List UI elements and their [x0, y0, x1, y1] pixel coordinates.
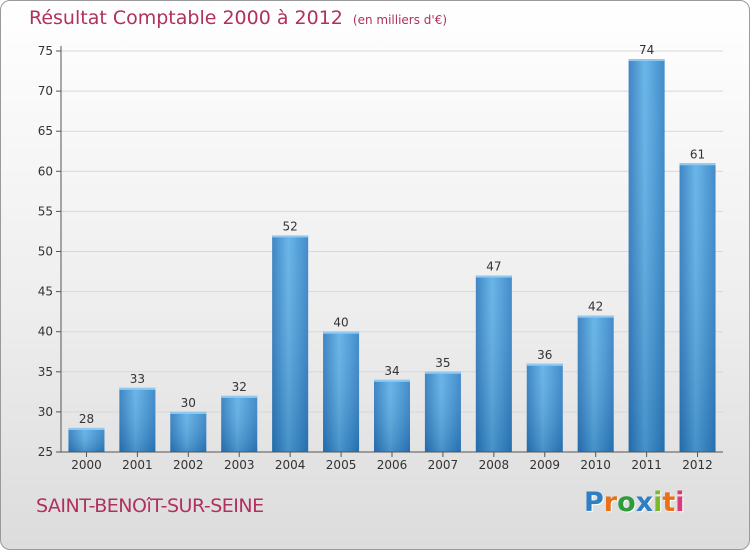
bar-top-highlight — [424, 371, 461, 374]
x-tick-label: 2004 — [275, 458, 306, 472]
y-tick-label: 50 — [38, 245, 53, 259]
bar-shade — [577, 315, 614, 452]
logo-letter: x — [635, 487, 654, 518]
grid-lines — [61, 50, 723, 413]
bar — [424, 371, 461, 452]
x-tick-label: 2003 — [224, 458, 255, 472]
y-tick-label: 35 — [38, 365, 53, 379]
bar — [170, 411, 207, 452]
logo-letter: i — [675, 487, 685, 518]
bar-value-label: 33 — [130, 372, 145, 386]
x-tick-label: 2006 — [377, 458, 408, 472]
x-tick-label: 2011 — [631, 458, 662, 472]
logo-letter: P — [584, 487, 604, 518]
x-tick-label: 2007 — [428, 458, 459, 472]
y-tick-label: 45 — [38, 285, 53, 299]
y-tick-label: 65 — [38, 124, 53, 138]
bar-shade — [475, 275, 512, 452]
bar-value-label: 40 — [333, 316, 348, 330]
y-tick-label: 55 — [38, 204, 53, 218]
bar — [221, 395, 258, 452]
bar-top-highlight — [119, 387, 156, 390]
logo-letter: t — [662, 487, 676, 518]
bar-top-highlight — [272, 235, 309, 238]
bar-value-label: 52 — [283, 219, 298, 233]
x-tick-label: 2009 — [529, 458, 560, 472]
bar-shade — [679, 163, 716, 452]
bar-value-label: 30 — [181, 396, 196, 410]
logo-letter: o — [617, 487, 636, 518]
bar — [628, 59, 665, 453]
bar-shade — [170, 411, 207, 452]
bar-value-label: 47 — [486, 260, 501, 274]
bar-value-label: 35 — [435, 356, 450, 370]
chart-subtitle: (en milliers d'€) — [352, 13, 448, 27]
bar-shade — [323, 331, 360, 452]
bar-top-highlight — [170, 411, 207, 414]
bar-shade — [221, 395, 258, 452]
y-tick-label: 25 — [38, 445, 53, 459]
y-tick-label: 60 — [38, 164, 53, 178]
bar-top-highlight — [526, 363, 563, 366]
bar-shade — [526, 363, 563, 452]
bar — [577, 315, 614, 452]
logo-letter: r — [603, 487, 618, 518]
bar-top-highlight — [323, 331, 360, 334]
bar — [272, 235, 309, 452]
bar — [374, 379, 410, 452]
logo-letter: i — [653, 487, 663, 518]
bar-value-label: 61 — [690, 147, 705, 161]
bar — [323, 331, 360, 452]
bar — [119, 387, 156, 452]
bar-shade — [628, 59, 665, 453]
bar-top-highlight — [68, 427, 105, 430]
bar-shade — [68, 427, 105, 452]
bar-top-highlight — [221, 395, 258, 398]
bar — [68, 427, 105, 452]
chart-title: Résultat Comptable 2000 à 2012 (en millie… — [29, 7, 447, 29]
bar-value-label: 36 — [537, 348, 552, 362]
bar-shade — [119, 387, 156, 452]
x-tick-label: 2008 — [479, 458, 510, 472]
bar-shade — [424, 371, 461, 452]
proxiti-logo[interactable]: Proxiti — [584, 487, 685, 518]
bar-shade — [272, 235, 309, 452]
x-tick-label: 2005 — [326, 458, 357, 472]
bar-shade — [374, 379, 410, 452]
bars — [68, 59, 716, 453]
x-tick-label: 2010 — [580, 458, 611, 472]
bar-value-label: 74 — [639, 43, 654, 57]
bar-value-label: 32 — [232, 380, 247, 394]
y-tick-label: 75 — [38, 44, 53, 58]
bar-value-label: 42 — [588, 300, 603, 314]
x-tick-label: 2012 — [682, 458, 713, 472]
bar-top-highlight — [475, 275, 512, 278]
y-tick-label: 30 — [38, 405, 53, 419]
labels: 25 30 35 40 45 50 55 60 65 70 75 28 2000 33 2001 30 2002… — [38, 43, 713, 472]
x-tick-label: 2002 — [173, 458, 204, 472]
bar — [679, 163, 716, 452]
axes — [56, 46, 723, 457]
bar-value-label: 34 — [384, 364, 399, 378]
bar — [526, 363, 563, 452]
bar — [475, 275, 512, 452]
bar-top-highlight — [577, 315, 614, 318]
place-name: SAINT-BENOîT-SUR-SEINE — [36, 495, 264, 517]
bar-top-highlight — [679, 163, 716, 166]
bar-top-highlight — [374, 379, 410, 382]
bar-value-label: 28 — [79, 412, 94, 426]
x-tick-label: 2000 — [71, 458, 102, 472]
y-tick-label: 70 — [38, 84, 53, 98]
y-tick-label: 40 — [38, 325, 53, 339]
x-tick-label: 2001 — [122, 458, 153, 472]
bar-top-highlight — [628, 59, 665, 62]
chart-title-text: Résultat Comptable 2000 à 2012 — [29, 7, 343, 29]
